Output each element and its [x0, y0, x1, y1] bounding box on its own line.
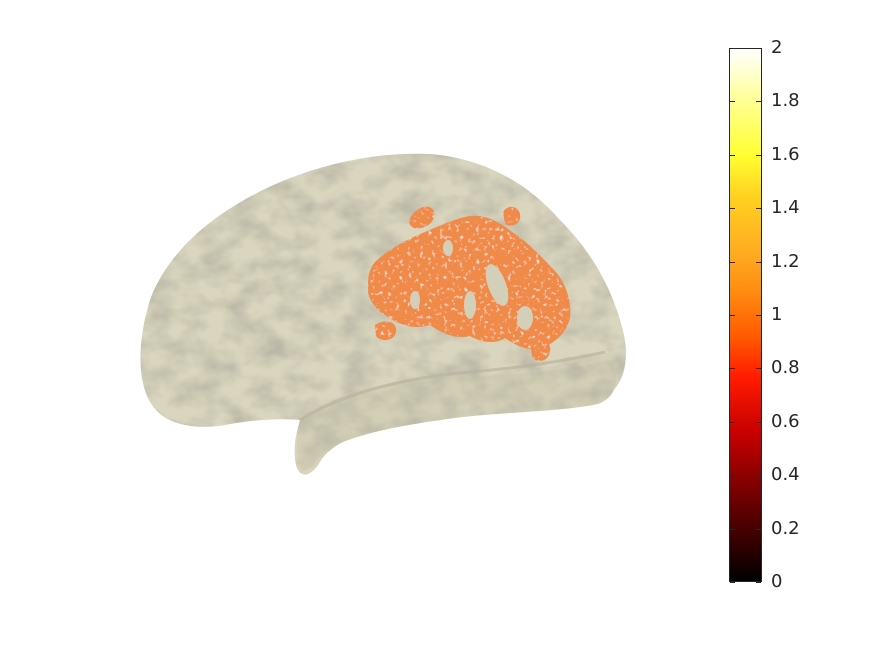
- colorbar-tick-mark: [756, 582, 761, 583]
- colorbar-tick-mark: [730, 262, 735, 263]
- colorbar-tick-mark: [756, 208, 761, 209]
- colorbar-tick-mark: [756, 262, 761, 263]
- colorbar-tick-mark: [730, 475, 735, 476]
- colorbar-tick-mark: [756, 368, 761, 369]
- colorbar-tick-label: 1.8: [771, 92, 800, 110]
- colorbar-tick-mark: [730, 101, 735, 102]
- colorbar-tick-mark: [730, 422, 735, 423]
- colorbar-tick-label: 2: [771, 39, 782, 57]
- colorbar-tick-mark: [756, 101, 761, 102]
- colorbar-tick-mark: [756, 48, 761, 49]
- colorbar-tick-label: 1.6: [771, 146, 800, 164]
- colorbar-tick-mark: [730, 368, 735, 369]
- colorbar-tick-label: 1.2: [771, 253, 800, 271]
- colorbar-tick-mark: [756, 315, 761, 316]
- colorbar-tick-mark: [730, 315, 735, 316]
- colorbar-tick-label: 0.4: [771, 466, 800, 484]
- colorbar-tick-mark: [756, 155, 761, 156]
- colorbar-tick-mark: [730, 582, 735, 583]
- colorbar-tick-label: 0.6: [771, 413, 800, 431]
- colorbar-tick-mark: [756, 529, 761, 530]
- colorbar-tick-mark: [756, 422, 761, 423]
- colorbar-tick-label: 0: [771, 573, 782, 591]
- colorbar-tick-mark: [756, 475, 761, 476]
- colorbar-tick-mark: [730, 48, 735, 49]
- colorbar-tick-label: 1: [771, 306, 782, 324]
- colorbar-tick-mark: [730, 529, 735, 530]
- colorbar-tick-mark: [730, 155, 735, 156]
- colorbar-tick-label: 0.2: [771, 520, 800, 538]
- colorbar-tick-mark: [730, 208, 735, 209]
- colorbar-tick-label: 1.4: [771, 199, 800, 217]
- colorbar-tick-label: 0.8: [771, 359, 800, 377]
